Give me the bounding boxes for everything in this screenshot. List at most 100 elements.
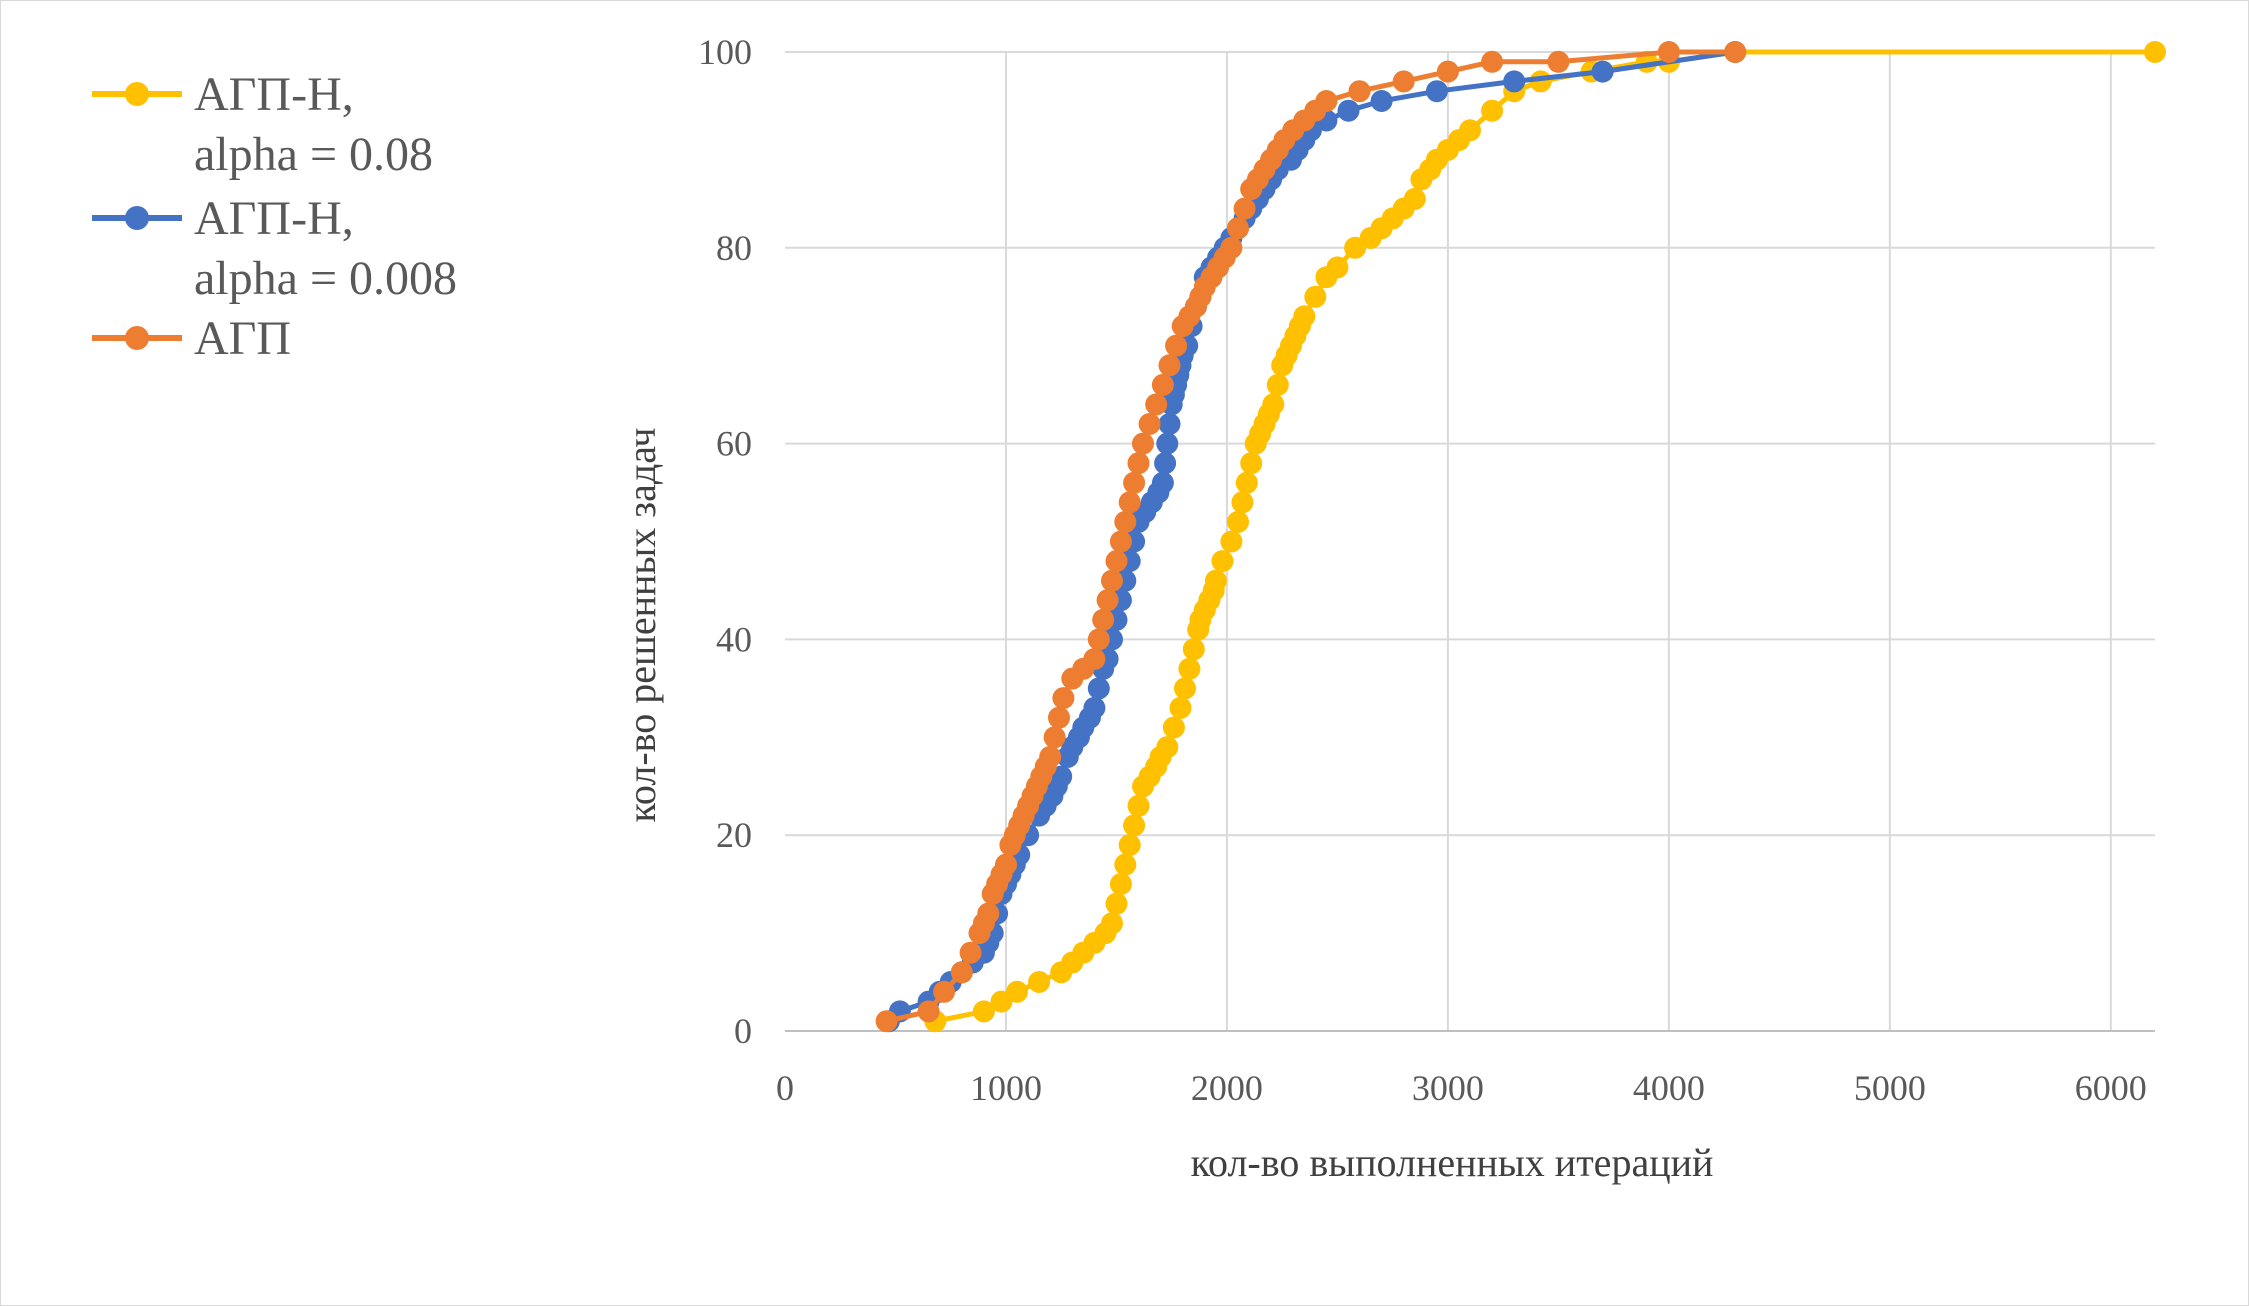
data-point bbox=[1204, 569, 1227, 592]
data-point bbox=[1326, 256, 1349, 279]
legend-label: АГП-Н, bbox=[194, 68, 354, 121]
data-point bbox=[1436, 60, 1459, 83]
data-point bbox=[917, 1000, 940, 1023]
data-point bbox=[1174, 677, 1196, 700]
data-point bbox=[1105, 892, 1128, 915]
data-point bbox=[1425, 80, 1448, 103]
data-point bbox=[1101, 569, 1123, 592]
x-tick-label: 5000 bbox=[1854, 1068, 1926, 1108]
data-point bbox=[1151, 373, 1174, 396]
data-point bbox=[1109, 530, 1132, 553]
data-point bbox=[1315, 90, 1338, 112]
data-point bbox=[1293, 305, 1316, 328]
data-point bbox=[1220, 236, 1243, 259]
data-point bbox=[1105, 550, 1128, 573]
data-point bbox=[1211, 550, 1234, 573]
data-point bbox=[995, 853, 1017, 876]
data-point bbox=[1481, 99, 1504, 122]
data-point bbox=[1240, 452, 1263, 475]
data-point bbox=[1158, 413, 1181, 435]
data-point bbox=[1337, 99, 1360, 122]
data-point bbox=[933, 980, 956, 1003]
data-point bbox=[1087, 677, 1110, 700]
y-tick-label: 40 bbox=[716, 619, 752, 659]
data-point bbox=[1262, 393, 1285, 416]
data-point bbox=[1145, 393, 1168, 416]
legend-marker bbox=[125, 206, 149, 230]
y-axis-title: кол-во решенных задач bbox=[619, 428, 664, 823]
x-tick-label: 6000 bbox=[2075, 1068, 2147, 1108]
legend-marker bbox=[125, 82, 149, 106]
y-tick-label: 0 bbox=[734, 1011, 752, 1051]
legend-label: alpha = 0.08 bbox=[194, 128, 433, 181]
data-point bbox=[2144, 41, 2166, 63]
data-point bbox=[1227, 510, 1249, 533]
y-tick-label: 20 bbox=[716, 815, 752, 855]
x-tick-label: 0 bbox=[776, 1068, 794, 1108]
data-point bbox=[1233, 197, 1256, 220]
x-tick-label: 1000 bbox=[970, 1068, 1042, 1108]
data-point bbox=[1158, 354, 1181, 377]
data-point bbox=[972, 1000, 995, 1023]
data-point bbox=[1043, 726, 1066, 749]
data-point bbox=[1481, 50, 1504, 73]
data-point bbox=[1657, 41, 1680, 63]
x-tick-label: 2000 bbox=[1191, 1068, 1263, 1108]
legend-label: alpha = 0.008 bbox=[194, 252, 457, 305]
legend-entry-2: АГП bbox=[92, 312, 291, 365]
data-point bbox=[1724, 41, 1747, 63]
data-point bbox=[1048, 706, 1070, 729]
data-point bbox=[1052, 687, 1075, 710]
data-point bbox=[1403, 187, 1426, 210]
data-point bbox=[1123, 471, 1146, 494]
data-point bbox=[1039, 745, 1062, 768]
data-point bbox=[1127, 452, 1150, 475]
data-point bbox=[1028, 971, 1051, 993]
data-point bbox=[1370, 90, 1393, 112]
data-point bbox=[1123, 814, 1146, 837]
data-point bbox=[1266, 373, 1289, 396]
legend-entry-0: АГП-Н, alpha = 0.08 bbox=[92, 68, 433, 181]
data-point bbox=[1220, 530, 1243, 553]
data-point bbox=[1006, 980, 1028, 1003]
data-point bbox=[977, 902, 1000, 925]
data-point bbox=[1132, 432, 1154, 455]
data-point bbox=[1231, 491, 1254, 514]
data-point bbox=[1162, 716, 1185, 739]
data-point bbox=[1348, 80, 1371, 103]
data-point bbox=[1178, 657, 1201, 680]
data-point bbox=[1165, 334, 1188, 357]
data-point bbox=[1182, 638, 1205, 661]
data-point bbox=[1096, 589, 1119, 612]
data-point bbox=[1151, 471, 1174, 494]
legend-label: АГП bbox=[194, 312, 291, 365]
series-group bbox=[875, 41, 2166, 1033]
data-point bbox=[1127, 794, 1150, 817]
x-axis-title: кол-во выполненных итераций bbox=[1191, 1140, 1714, 1185]
data-point bbox=[1156, 736, 1179, 759]
data-point bbox=[1503, 70, 1526, 93]
y-tick-label: 60 bbox=[716, 424, 752, 464]
data-point bbox=[1109, 873, 1132, 896]
legend: АГП-Н, alpha = 0.08 АГП-Н, alpha = 0.008 АГП bbox=[92, 68, 457, 365]
data-point bbox=[1101, 912, 1123, 935]
data-point bbox=[1083, 696, 1106, 719]
data-point bbox=[1392, 70, 1415, 93]
data-point bbox=[1459, 119, 1481, 142]
legend-label: АГП-Н, bbox=[194, 192, 354, 245]
data-point bbox=[1227, 217, 1249, 240]
data-point bbox=[1235, 471, 1258, 494]
series-2 bbox=[875, 41, 1747, 1033]
legend-marker bbox=[125, 326, 149, 350]
data-point bbox=[875, 1010, 898, 1033]
data-point bbox=[1138, 413, 1161, 435]
data-point bbox=[1156, 432, 1179, 455]
x-tick-label: 4000 bbox=[1633, 1068, 1705, 1108]
data-point bbox=[1154, 452, 1177, 475]
data-point bbox=[950, 961, 973, 984]
data-point bbox=[1118, 834, 1141, 856]
data-point bbox=[1114, 510, 1137, 533]
series-0 bbox=[924, 41, 2166, 1033]
